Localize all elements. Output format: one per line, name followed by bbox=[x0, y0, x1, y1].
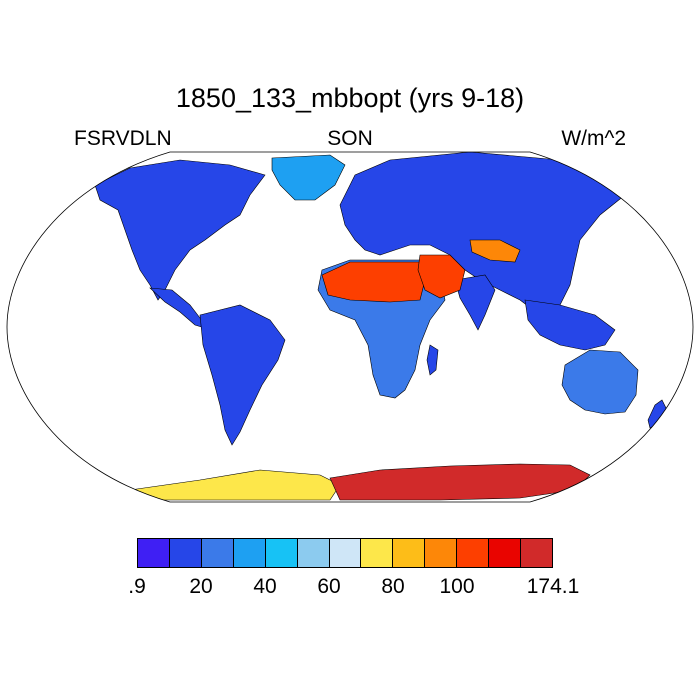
colorbar-tick-label: 80 bbox=[381, 575, 404, 599]
north-america bbox=[95, 160, 265, 300]
colorbar-swatch bbox=[202, 539, 234, 567]
colorbar-tick-label: 100 bbox=[439, 575, 474, 599]
colorbar-swatch bbox=[425, 539, 457, 567]
colorbar-tick-label: 60 bbox=[317, 575, 340, 599]
colorbar-tick-label: 20 bbox=[189, 575, 212, 599]
south-america bbox=[200, 305, 285, 445]
madagascar bbox=[427, 345, 438, 375]
central-america bbox=[150, 288, 205, 328]
colorbar-tick-label: .9 bbox=[128, 575, 146, 599]
colorbar-swatch bbox=[234, 539, 266, 567]
southeast-asia bbox=[525, 300, 615, 350]
colorbar-tick-label: 174.1 bbox=[527, 575, 580, 599]
east-antarctica bbox=[330, 464, 590, 500]
colorbar-swatch bbox=[393, 539, 425, 567]
colorbar-swatch bbox=[138, 539, 170, 567]
colorbar-swatch bbox=[330, 539, 362, 567]
australia bbox=[562, 350, 638, 414]
colorbar-swatch bbox=[361, 539, 393, 567]
colorbar-swatch bbox=[170, 539, 202, 567]
colorbar-swatch bbox=[489, 539, 521, 567]
greenland bbox=[272, 155, 345, 200]
west-antarctica bbox=[130, 470, 340, 500]
map-regions bbox=[95, 152, 667, 500]
colorbar bbox=[137, 538, 553, 568]
sahara bbox=[322, 262, 425, 302]
colorbar-tick-label: 40 bbox=[253, 575, 276, 599]
new-zealand bbox=[648, 400, 667, 428]
colorbar-swatch bbox=[521, 539, 552, 567]
colorbar-swatch bbox=[298, 539, 330, 567]
colorbar-swatch bbox=[266, 539, 298, 567]
colorbar-swatch bbox=[457, 539, 489, 567]
